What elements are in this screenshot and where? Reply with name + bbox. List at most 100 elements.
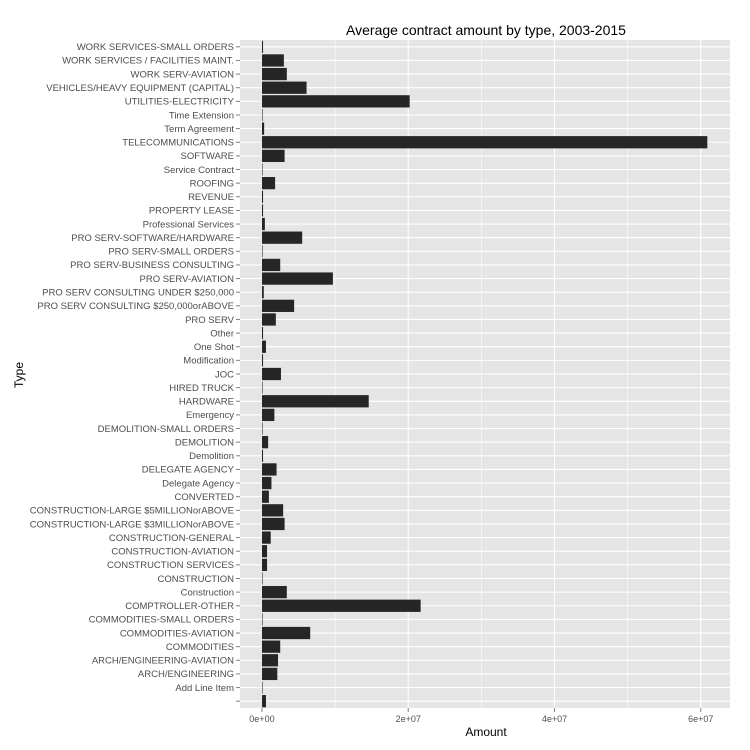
category-label: DELEGATE AGENCY xyxy=(142,465,235,476)
bar xyxy=(261,640,281,653)
category-label: COMMODITIES-AVIATION xyxy=(120,628,234,639)
bar xyxy=(261,517,285,531)
category-label: Time Extension xyxy=(169,110,234,121)
category-label: PRO SERV-AVIATION xyxy=(140,274,235,285)
bar xyxy=(261,286,264,299)
category-label: Service Contract xyxy=(164,165,235,176)
chart-title: Average contract amount by type, 2003-20… xyxy=(346,22,626,38)
bar xyxy=(261,408,275,422)
bar xyxy=(261,436,269,449)
bar xyxy=(261,81,307,94)
category-label: Professional Services xyxy=(143,219,235,230)
bars xyxy=(261,40,708,708)
category-label: COMMODITIES xyxy=(166,642,234,653)
category-label: ROOFING xyxy=(190,178,234,189)
x-tick-label: 6e+07 xyxy=(688,714,713,724)
bar xyxy=(261,558,268,571)
bar xyxy=(261,654,279,667)
bar xyxy=(261,599,421,612)
x-tick-label: 0e+00 xyxy=(249,714,274,724)
category-label: PRO SERV CONSULTING UNDER $250,000 xyxy=(42,288,234,299)
bar xyxy=(261,490,269,503)
category-label: Emergency xyxy=(186,410,234,421)
bar xyxy=(261,667,278,681)
bar xyxy=(261,190,264,203)
y-axis-title: Type xyxy=(12,362,26,388)
bar xyxy=(261,367,281,381)
bar xyxy=(261,681,263,694)
category-label: COMPTROLLER-OTHER xyxy=(125,601,234,612)
bar xyxy=(261,54,284,67)
gridlines xyxy=(240,40,730,708)
category-label: ARCH/ENGINEERING-AVIATION xyxy=(92,656,234,667)
bar xyxy=(261,340,266,353)
category-label: WORK SERVICES-SMALL ORDERS xyxy=(77,42,234,53)
bar xyxy=(261,108,263,122)
category-label: DEMOLITION xyxy=(175,437,234,448)
bar xyxy=(261,572,263,585)
bar xyxy=(261,463,277,476)
bar xyxy=(261,613,263,626)
category-label: PRO SERV xyxy=(185,315,235,326)
bar xyxy=(261,177,276,190)
category-label: WORK SERVICES / FACILITIES MAINT. xyxy=(62,56,234,67)
x-axis-title: Amount xyxy=(465,725,507,739)
category-label: TELECOMMUNICATIONS xyxy=(122,138,234,149)
bar xyxy=(261,395,369,408)
bar xyxy=(261,449,264,462)
category-label: Demolition xyxy=(189,451,234,462)
bar xyxy=(261,217,265,231)
category-label: UTILITIES-ELECTRICITY xyxy=(125,97,235,108)
category-label: CONVERTED xyxy=(175,492,235,503)
bar xyxy=(261,136,708,149)
category-label: COMMODITIES-SMALL ORDERS xyxy=(89,615,234,626)
bar xyxy=(261,231,303,244)
bar xyxy=(261,545,268,558)
bar xyxy=(261,585,287,599)
bar xyxy=(261,422,263,435)
category-label: CONSTRUCTION SERVICES xyxy=(107,560,234,571)
bar xyxy=(261,122,265,135)
category-label: Add Line Item xyxy=(175,683,234,694)
category-label: WORK SERV-AVIATION xyxy=(131,69,235,80)
category-label: CONSTRUCTION-GENERAL xyxy=(109,533,234,544)
category-label: PROPERTY LEASE xyxy=(149,206,234,217)
category-label: SOFTWARE xyxy=(181,151,234,162)
bar xyxy=(261,354,264,367)
bar xyxy=(261,531,271,544)
category-label: JOC xyxy=(215,369,234,380)
bar xyxy=(261,95,410,108)
category-label: ARCH/ENGINEERING xyxy=(138,669,234,680)
bar xyxy=(261,504,284,517)
x-tick-label: 4e+07 xyxy=(542,714,567,724)
category-label: CONSTRUCTION-AVIATION xyxy=(111,547,234,558)
bar xyxy=(261,299,295,312)
bar xyxy=(261,626,311,640)
category-label: Delegate Agency xyxy=(162,478,234,489)
bar xyxy=(261,272,333,285)
category-labels: WORK SERVICES-SMALL ORDERS WORK SERVICES … xyxy=(30,42,240,702)
bar xyxy=(261,381,263,394)
bar xyxy=(261,476,272,490)
bar xyxy=(261,326,264,340)
bar xyxy=(261,163,263,176)
bar xyxy=(261,258,281,272)
category-label: Other xyxy=(210,328,234,339)
category-label: HIRED TRUCK xyxy=(169,383,234,394)
category-label: PRO SERV CONSULTING $250,000orABOVE xyxy=(37,301,234,312)
bar xyxy=(261,204,264,217)
category-label: PRO SERV-SOFTWARE/HARDWARE xyxy=(71,233,234,244)
bar xyxy=(261,313,276,326)
bar xyxy=(261,245,263,258)
category-label: Modification xyxy=(183,356,234,367)
category-label: CONSTRUCTION xyxy=(157,574,234,585)
x-tick-label: 2e+07 xyxy=(396,714,421,724)
category-label: Construction xyxy=(181,587,234,598)
category-label: CONSTRUCTION-LARGE $5MILLIONorABOVE xyxy=(30,506,234,517)
category-label: One Shot xyxy=(194,342,234,353)
category-label: CONSTRUCTION-LARGE $3MILLIONorABOVE xyxy=(30,519,234,530)
category-label: VEHICLES/HEAVY EQUIPMENT (CAPITAL) xyxy=(46,83,234,94)
bar xyxy=(261,40,264,53)
category-label: HARDWARE xyxy=(179,397,234,408)
